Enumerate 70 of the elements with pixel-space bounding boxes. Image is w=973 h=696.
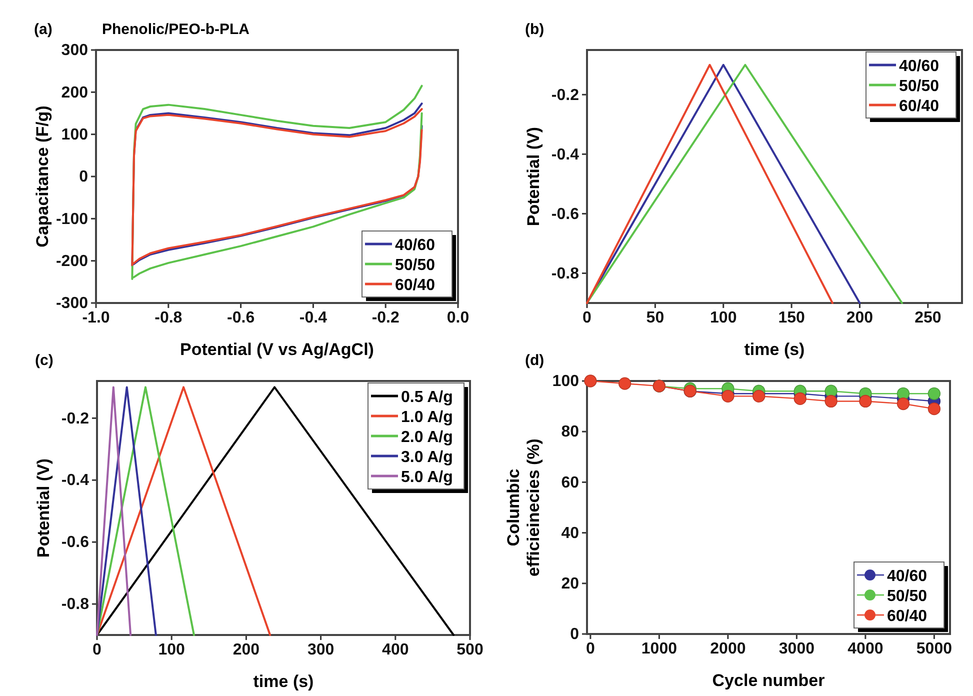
- x-tick-label: -0.8: [154, 309, 182, 326]
- x-tick-label: 400: [382, 641, 409, 658]
- x-tick-label: 1000: [641, 640, 678, 658]
- y-tick-label: -0.6: [551, 206, 580, 223]
- y-axis-title: Potential (V): [524, 126, 543, 226]
- y-axis-title: Capacitance (F/g): [33, 106, 52, 248]
- x-tick-label: 0.0: [446, 309, 470, 326]
- y-tick-label: -0.2: [61, 410, 90, 428]
- x-tick-label: 4000: [848, 640, 884, 658]
- y-tick-label: -200: [56, 252, 88, 270]
- x-axis-title: time (s): [253, 672, 314, 691]
- x-tick-label: 200: [846, 309, 874, 326]
- x-axis-title: Potential (V vs Ag/AgCl): [180, 340, 374, 359]
- legend-label: 40/60: [899, 58, 940, 75]
- y-tick-label: -100: [56, 210, 88, 228]
- x-tick-label: 50: [646, 309, 664, 326]
- x-axis-title: time (s): [744, 340, 805, 359]
- y-tick-label: 80: [561, 424, 580, 441]
- y-tick-label: 100: [61, 126, 88, 144]
- legend-label: 50/50: [395, 257, 436, 274]
- x-tick-label: 0: [586, 640, 595, 658]
- y-tick-label: 60: [561, 474, 580, 492]
- y-tick-label: 20: [561, 576, 580, 593]
- x-tick-label: -0.2: [372, 309, 400, 326]
- text: (d): [525, 352, 544, 369]
- y-tick-label: -0.8: [551, 265, 580, 282]
- x-tick-label: 500: [456, 641, 484, 658]
- x-tick-label: 2000: [710, 640, 746, 658]
- y-tick-label: -0.4: [61, 472, 90, 490]
- x-tick-label: 5000: [916, 640, 952, 658]
- x-tick-label: 3000: [778, 640, 815, 658]
- x-tick-label: 0: [92, 641, 102, 658]
- legend-label: 1.0 A/g: [401, 409, 453, 426]
- text: (a): [34, 21, 52, 38]
- y-tick-label: 0: [79, 168, 88, 186]
- y-tick-label: -0.2: [551, 86, 580, 104]
- x-tick-label: 100: [158, 641, 186, 658]
- y-tick-label: 200: [61, 84, 88, 102]
- legend-label: 2.0 A/g: [401, 429, 453, 446]
- text: (c): [35, 352, 54, 369]
- y-tick-label: 0: [570, 626, 580, 644]
- legend-label: 0.5 A/g: [401, 389, 453, 406]
- x-tick-label: 250: [914, 309, 942, 326]
- text: (b): [525, 21, 544, 38]
- chart-title: Phenolic/PEO-b-PLA: [102, 21, 250, 38]
- y-axis-title: Columbic efficieinecies (%): [504, 438, 543, 576]
- x-tick-label: -0.4: [299, 309, 328, 326]
- y-tick-label: -0.6: [61, 534, 90, 552]
- y-tick-label: 300: [61, 42, 88, 60]
- x-tick-label: -0.6: [227, 309, 255, 326]
- legend-label: 3.0 A/g: [401, 449, 453, 466]
- y-tick-label: -0.4: [551, 146, 580, 164]
- legend-label: 5.0 A/g: [401, 469, 453, 486]
- legend-label: 60/40: [887, 608, 928, 625]
- x-tick-label: 100: [710, 309, 737, 326]
- x-tick-label: 200: [232, 641, 260, 658]
- y-axis-title: Potential (V): [34, 458, 53, 558]
- x-tick-label: 0: [582, 309, 592, 326]
- legend-label: 50/50: [887, 588, 928, 605]
- y-tick-label: -0.8: [61, 596, 90, 614]
- legend-label: 40/60: [887, 568, 928, 585]
- x-tick-label: 150: [778, 309, 805, 326]
- x-tick-label: 300: [307, 641, 334, 658]
- legend-label: 50/50: [899, 78, 940, 95]
- y-tick-label: 40: [561, 524, 580, 542]
- legend-label: 60/40: [395, 277, 436, 294]
- x-axis-title: Cycle number: [712, 671, 826, 690]
- legend-label: 60/40: [899, 98, 940, 115]
- legend-label: 40/60: [395, 237, 436, 254]
- y-tick-label: 100: [552, 373, 580, 390]
